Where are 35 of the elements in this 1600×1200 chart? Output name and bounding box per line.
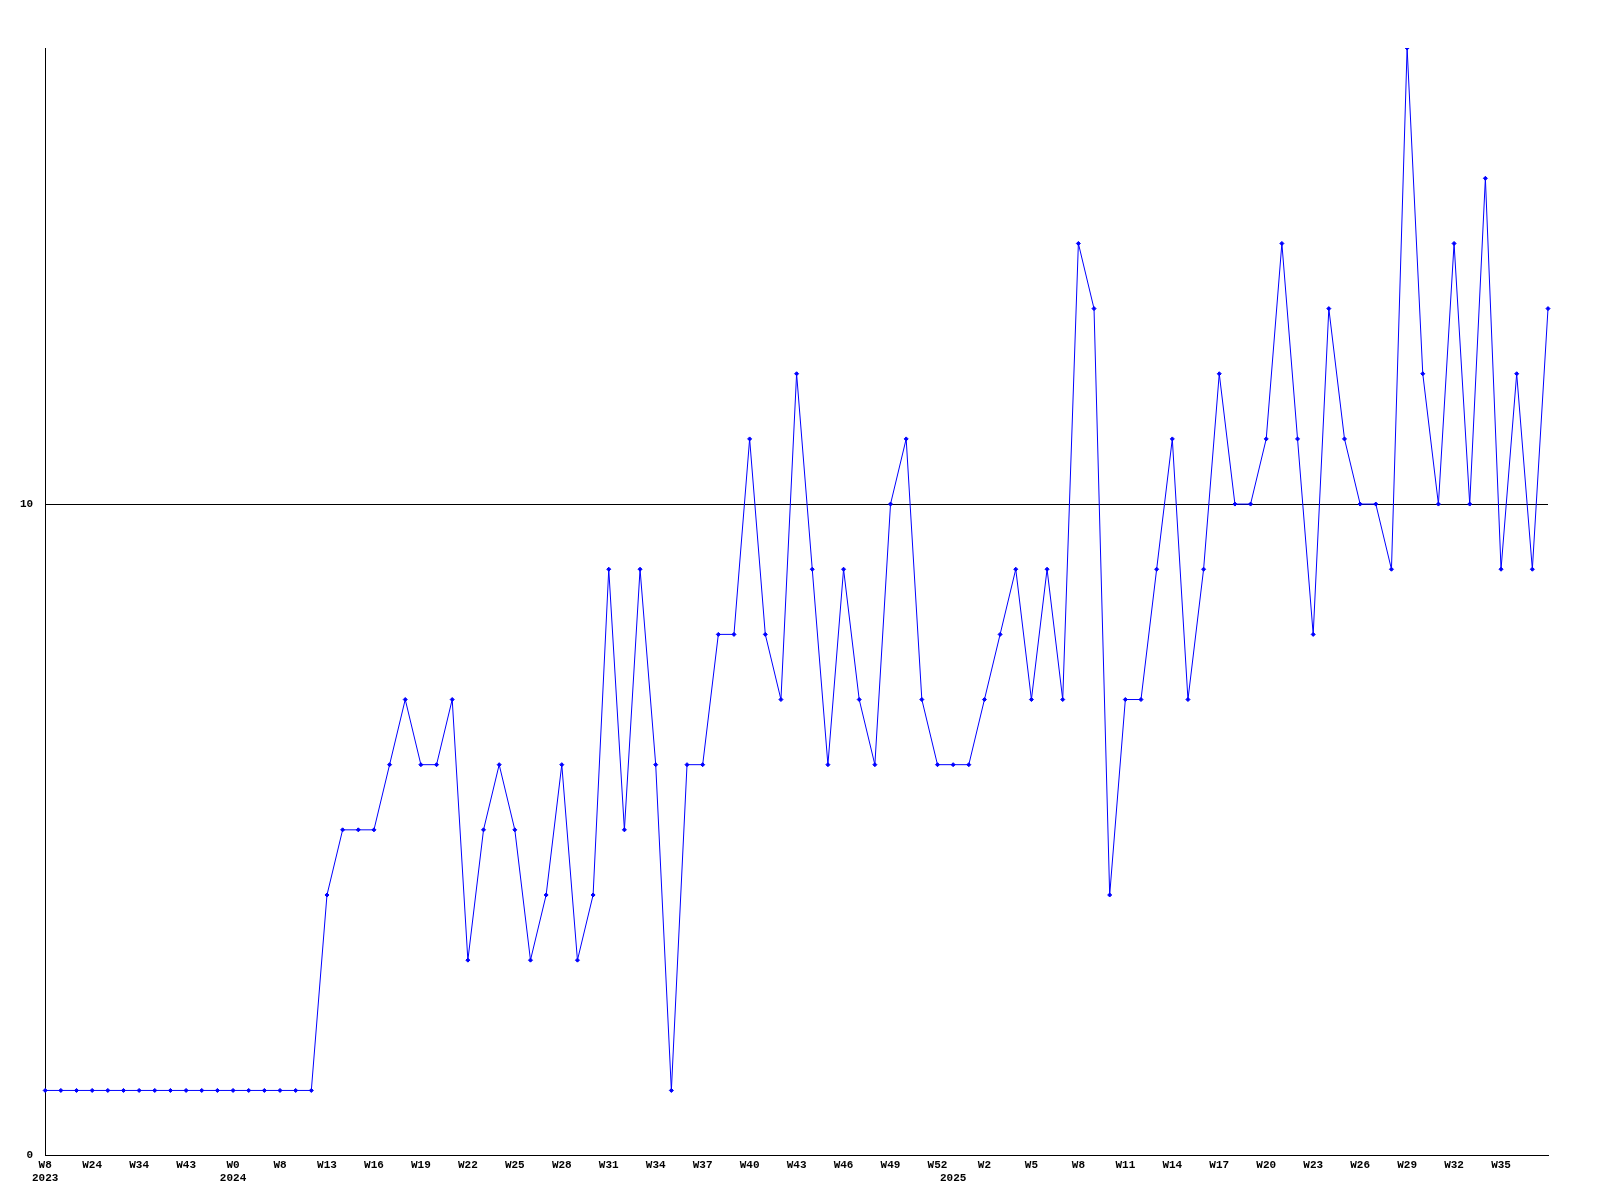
x-tick-label: W37 — [692, 1158, 713, 1171]
x-tick-label: W19 — [411, 1158, 431, 1171]
x-tick-label: W16 — [364, 1158, 384, 1171]
x-tick-label: W28 — [551, 1158, 573, 1171]
x-tick-label: W23 — [1303, 1158, 1324, 1171]
x-tick-label: W8 2023 — [32, 1158, 59, 1185]
x-tick-label: W13 — [317, 1158, 338, 1171]
x-tick-label: W34 — [645, 1158, 667, 1171]
x-tick-label: W2 — [977, 1158, 992, 1171]
x-tick-label: W14 — [1162, 1158, 1183, 1171]
x-tick-label: W32 — [1444, 1158, 1464, 1171]
x-tick-label: W29 — [1397, 1158, 1418, 1171]
y-tick-label: 0 — [26, 1149, 34, 1162]
x-tick-label: W22 — [457, 1158, 478, 1171]
x-tick-label: W25 — [504, 1158, 526, 1171]
x-tick-label: W17 — [1209, 1158, 1230, 1171]
y-tick-label: 10 — [20, 497, 34, 510]
x-tick-label: W5 — [1024, 1158, 1039, 1171]
x-tick-label: W24 — [82, 1158, 103, 1171]
x-tick-label: W20 — [1256, 1158, 1277, 1171]
x-tick-label: W26 — [1350, 1158, 1371, 1171]
x-tick-label: W34 — [129, 1158, 150, 1171]
x-tick-label: W8 — [273, 1158, 288, 1171]
x-tick-label: W43 — [786, 1158, 807, 1171]
x-tick-label: W8 — [1071, 1158, 1086, 1171]
x-tick-label: W52 — [927, 1158, 948, 1171]
x-tick-label: W49 — [880, 1158, 901, 1171]
x-tick-label: W11 — [1115, 1158, 1136, 1171]
x-tick-label: W40 — [739, 1158, 760, 1171]
x-tick-label: W31 — [598, 1158, 620, 1171]
x-tick-label: W43 — [176, 1158, 197, 1171]
x-tick-label: W0 2024 — [219, 1158, 247, 1185]
x-tick-label: 2025 — [939, 1172, 967, 1185]
x-tick-label: W46 — [833, 1158, 854, 1171]
x-tick-label: W35 — [1491, 1158, 1512, 1171]
